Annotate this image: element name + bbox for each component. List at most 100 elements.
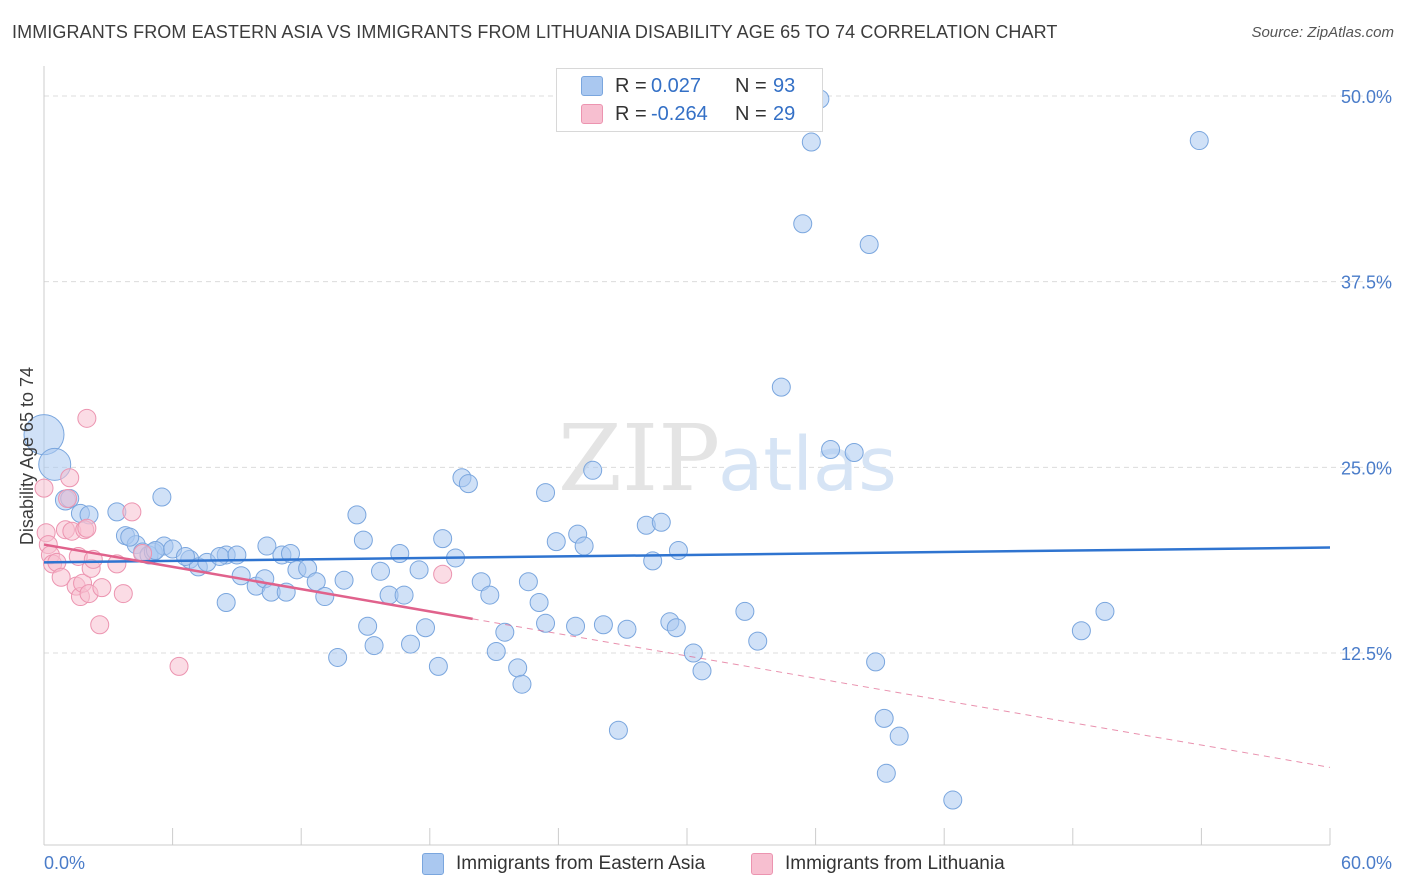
eastern-asia-point (1071, 621, 1091, 641)
eastern-asia-point (175, 546, 195, 566)
eastern-asia-point (801, 132, 821, 152)
eastern-asia-trend-line (43, 546, 1331, 564)
x-tick-label: 0.0% (44, 853, 85, 873)
eastern-asia-point (1095, 601, 1115, 621)
eastern-asia-point (328, 647, 348, 667)
lithuania-point (433, 564, 453, 584)
eastern-asia-point (529, 592, 549, 612)
watermark-atlas: atlas (718, 422, 897, 508)
eastern-asia-point (334, 570, 354, 590)
trend-lines (43, 543, 1331, 768)
eastern-asia-point (390, 543, 410, 563)
lithuania-point (169, 656, 189, 676)
eastern-asia-point (617, 619, 637, 639)
lithuania-trend-extension (472, 618, 1331, 768)
x-tick-label: 60.0% (1341, 853, 1392, 873)
eastern-asia-point (668, 541, 688, 561)
legend-r-value: -0.264 (651, 102, 708, 125)
watermark-zip: ZIP (558, 405, 720, 512)
lithuania-point (113, 584, 133, 604)
eastern-asia-point (394, 585, 414, 605)
eastern-asia-point (458, 474, 478, 494)
legend-n-label: N = (735, 74, 767, 97)
lithuania-point (92, 578, 112, 598)
eastern-asia-point (692, 661, 712, 681)
eastern-asia-point (859, 235, 879, 255)
legend-n-label: N = (735, 102, 767, 125)
legend-n-value: 93 (773, 74, 796, 97)
y-tick-label: 37.5% (1341, 273, 1392, 293)
eastern-asia-point (793, 214, 813, 234)
source-label: Source: ZipAtlas.com (1251, 24, 1394, 41)
lithuania-point (77, 518, 97, 538)
eastern-asia-point (748, 631, 768, 651)
eastern-asia-point (480, 585, 500, 605)
legend-n-value: 29 (773, 102, 796, 125)
eastern-asia-point (371, 561, 391, 581)
eastern-asia-point (651, 512, 671, 532)
legend-r-value: 0.027 (651, 74, 702, 97)
eastern-asia-point (512, 674, 532, 694)
chart-title: IMMIGRANTS FROM EASTERN ASIA VS IMMIGRAN… (12, 22, 1058, 42)
bottom-legend-eastern-asia: Immigrants from Eastern Asia (422, 852, 705, 876)
eastern-asia-point (874, 708, 894, 728)
eastern-asia-point (518, 572, 538, 592)
lithuania-point (77, 408, 97, 428)
correlation-legend: R = 0.027 N = 93 R = -0.264 N = 29 (556, 68, 823, 132)
legend-r-label: R = (615, 74, 647, 97)
bottom-legend-lithuania: Immigrants from Lithuania (751, 852, 1005, 876)
eastern-asia-point (889, 726, 909, 746)
eastern-asia-point (583, 460, 603, 480)
eastern-asia-point (495, 622, 515, 642)
eastern-asia-point (683, 643, 703, 663)
eastern-asia-point (546, 532, 566, 552)
eastern-asia-point (210, 546, 230, 566)
eastern-asia-point (866, 652, 886, 672)
eastern-asia-point (401, 634, 421, 654)
eastern-asia-point (364, 636, 384, 656)
eastern-asia-point (353, 530, 373, 550)
eastern-asia-point (409, 560, 429, 580)
watermark: ZIP atlas (558, 405, 897, 512)
eastern-asia-point (574, 536, 594, 556)
lithuania-point (90, 615, 110, 635)
bottom-legend-label: Immigrants from Lithuania (785, 853, 1005, 874)
bottom-legend-swatch-pink (751, 853, 773, 875)
legend-swatch-pink (581, 104, 603, 124)
eastern-asia-point (1189, 131, 1209, 151)
eastern-asia-point (771, 377, 791, 397)
eastern-asia-point (231, 566, 251, 586)
bottom-legend-label: Immigrants from Eastern Asia (456, 853, 706, 874)
y-axis-title: Disability Age 65 to 74 (17, 367, 37, 545)
eastern-asia-point (120, 527, 140, 547)
lithuania-trend-line (43, 543, 473, 621)
axis-labels: 12.5% 25.0% 37.5% 50.0% 0.0% 60.0% Disability … (17, 87, 1392, 873)
eastern-asia-point (666, 618, 686, 638)
legend-row-eastern-asia: R = 0.027 N = 93 (581, 73, 795, 99)
eastern-asia-point (486, 642, 506, 662)
lithuania-point (122, 502, 142, 522)
eastern-asia-point (152, 487, 172, 507)
y-tick-label: 50.0% (1341, 87, 1392, 107)
eastern-asia-point (416, 618, 436, 638)
lithuania-point (60, 468, 80, 488)
legend-swatch-blue (581, 76, 603, 96)
eastern-asia-point (844, 442, 864, 462)
eastern-asia-point (876, 763, 896, 783)
y-tick-label: 12.5% (1341, 644, 1392, 664)
y-tick-label: 25.0% (1341, 458, 1392, 478)
eastern-asia-point (508, 658, 528, 678)
legend-r-label: R = (615, 102, 647, 125)
eastern-asia-point (428, 656, 448, 676)
eastern-asia-point (735, 601, 755, 621)
lithuania-point (58, 489, 78, 509)
eastern-asia-point (608, 720, 628, 740)
eastern-asia-point (347, 505, 367, 525)
eastern-asia-point (943, 790, 963, 810)
eastern-asia-point (433, 529, 453, 549)
eastern-asia-point (536, 613, 556, 633)
lithuania-point (51, 567, 71, 587)
eastern-asia-point (536, 483, 556, 503)
eastern-asia-point (821, 440, 841, 460)
